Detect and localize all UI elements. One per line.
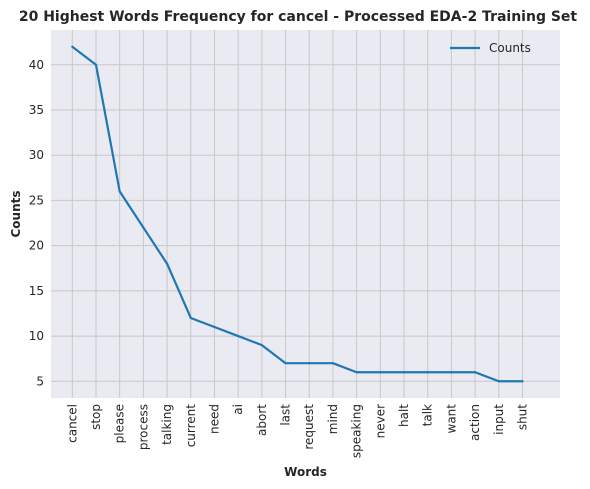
legend: Counts — [450, 41, 531, 55]
x-tick-label: abort — [255, 404, 269, 436]
data-points — [71, 45, 524, 383]
x-tick-label: process — [136, 404, 150, 450]
data-point-last — [284, 362, 287, 365]
x-tick-labels: cancel stop please process talking current nee… — [65, 404, 529, 458]
data-point-need — [213, 325, 216, 329]
data-point-stop — [94, 63, 98, 66]
x-tick-label: mind — [326, 404, 340, 434]
x-tick-label: action — [468, 404, 482, 441]
y-tick-label: 20 — [29, 239, 44, 253]
data-point-process — [142, 226, 145, 229]
chart-title: 20 Highest Words Frequency for cancel - … — [19, 9, 578, 25]
data-point-never — [379, 371, 382, 374]
plot-area — [51, 30, 560, 398]
y-tick-label: 40 — [29, 58, 44, 72]
x-tick-label: talking — [160, 404, 174, 445]
series-line-counts — [71, 45, 523, 383]
x-tick-label: speaking — [350, 404, 364, 458]
data-point-want — [450, 371, 453, 374]
x-tick-label: need — [207, 404, 221, 434]
x-tick-label: input — [492, 404, 506, 435]
y-axis-label: Counts — [9, 190, 23, 237]
y-tick-label: 35 — [29, 103, 44, 117]
x-gridlines — [71, 30, 523, 398]
legend-label-counts: Counts — [489, 41, 531, 55]
x-tick-label: want — [444, 404, 458, 434]
data-point-request — [308, 362, 311, 365]
data-point-talking — [165, 262, 169, 265]
x-tick-label: talk — [421, 404, 435, 426]
data-point-abort — [260, 344, 263, 347]
x-axis-label: Words — [284, 465, 327, 479]
data-point-shut — [521, 380, 524, 383]
data-point-ai — [237, 334, 240, 338]
data-point-speaking — [355, 371, 358, 374]
data-point-action — [474, 371, 477, 374]
data-point-talk — [426, 371, 429, 374]
x-tick-label: never — [373, 404, 387, 438]
data-point-please — [118, 190, 121, 193]
x-tick-label: please — [113, 404, 127, 443]
x-tick-label: current — [184, 404, 198, 448]
data-point-current — [189, 316, 192, 320]
data-point-halt — [402, 371, 406, 374]
x-tick-label: cancel — [65, 404, 79, 443]
y-tick-label: 15 — [29, 284, 44, 298]
data-point-mind — [331, 362, 335, 365]
x-tick-label: halt — [397, 404, 411, 427]
y-tick-label: 25 — [29, 193, 44, 207]
x-tick-label: request — [302, 404, 316, 450]
y-gridlines — [51, 64, 560, 382]
y-tick-labels: 5 10 15 20 25 30 35 40 — [29, 58, 44, 388]
y-tick-label: 5 — [36, 374, 44, 388]
y-tick-label: 30 — [29, 148, 44, 162]
x-tick-label: stop — [89, 404, 103, 430]
x-tick-label: ai — [231, 404, 245, 415]
data-point-cancel — [71, 45, 74, 48]
x-tick-label: shut — [516, 404, 530, 430]
y-tick-label: 10 — [29, 329, 44, 343]
data-point-input — [497, 380, 500, 383]
x-tick-label: last — [279, 404, 293, 426]
